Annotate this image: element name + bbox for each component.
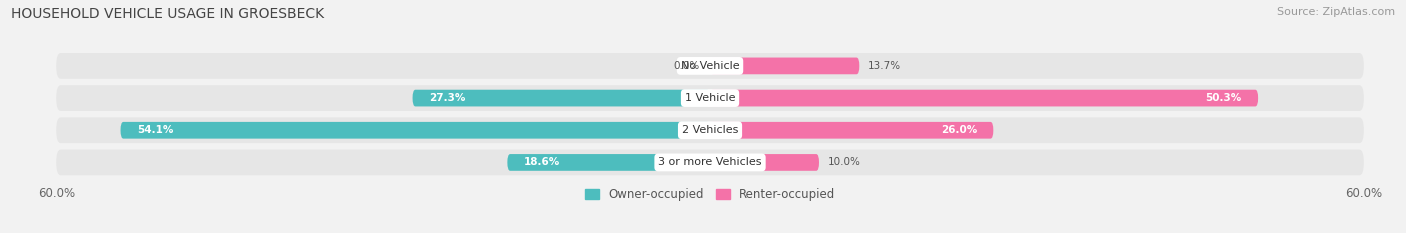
FancyBboxPatch shape	[56, 150, 1364, 175]
Text: 0.0%: 0.0%	[673, 61, 699, 71]
FancyBboxPatch shape	[710, 122, 993, 139]
FancyBboxPatch shape	[56, 85, 1364, 111]
Text: 18.6%: 18.6%	[523, 158, 560, 168]
FancyBboxPatch shape	[508, 154, 710, 171]
Text: 54.1%: 54.1%	[136, 125, 173, 135]
Text: HOUSEHOLD VEHICLE USAGE IN GROESBECK: HOUSEHOLD VEHICLE USAGE IN GROESBECK	[11, 7, 325, 21]
FancyBboxPatch shape	[56, 117, 1364, 143]
Text: 13.7%: 13.7%	[868, 61, 901, 71]
FancyBboxPatch shape	[121, 122, 710, 139]
Text: 10.0%: 10.0%	[828, 158, 860, 168]
Text: 3 or more Vehicles: 3 or more Vehicles	[658, 158, 762, 168]
FancyBboxPatch shape	[412, 90, 710, 106]
Text: 1 Vehicle: 1 Vehicle	[685, 93, 735, 103]
Text: Source: ZipAtlas.com: Source: ZipAtlas.com	[1277, 7, 1395, 17]
Text: No Vehicle: No Vehicle	[681, 61, 740, 71]
Legend: Owner-occupied, Renter-occupied: Owner-occupied, Renter-occupied	[579, 183, 841, 206]
FancyBboxPatch shape	[710, 154, 818, 171]
FancyBboxPatch shape	[710, 58, 859, 74]
Text: 26.0%: 26.0%	[941, 125, 977, 135]
Text: 27.3%: 27.3%	[429, 93, 465, 103]
Text: 2 Vehicles: 2 Vehicles	[682, 125, 738, 135]
FancyBboxPatch shape	[56, 53, 1364, 79]
FancyBboxPatch shape	[710, 90, 1258, 106]
Text: 50.3%: 50.3%	[1205, 93, 1241, 103]
